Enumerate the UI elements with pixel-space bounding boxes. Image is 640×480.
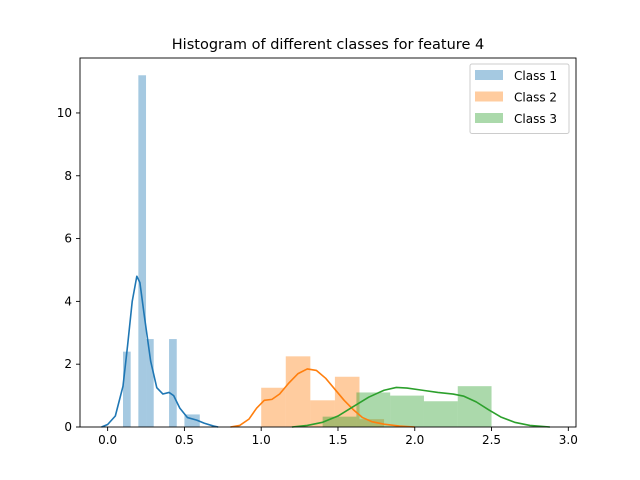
legend-label-class-3: Class 3	[514, 112, 557, 126]
y-tick-label: 0	[64, 420, 72, 434]
bar-class-1-bin-3	[146, 339, 154, 427]
kde-layer	[101, 275, 550, 428]
bar-class-3-bin-0	[322, 416, 357, 427]
kde-line-class-2	[230, 368, 415, 428]
bar-class-2-bin-4	[359, 419, 385, 427]
bar-class-2-bin-0	[261, 387, 286, 427]
chart-title: Histogram of different classes for featu…	[172, 37, 484, 53]
bar-class-3-bin-3	[423, 401, 458, 427]
bar-class-1-bin-2	[138, 75, 147, 428]
bar-class-2-bin-1	[285, 356, 311, 427]
x-tick-label: 3.0	[559, 433, 578, 447]
legend-box	[469, 63, 570, 134]
y-tick-label: 10	[57, 106, 72, 120]
x-tick-label: 2.5	[482, 433, 501, 447]
y-tick-label: 4	[64, 294, 72, 308]
y-tick-label: 2	[64, 357, 72, 371]
x-tick-label: 1.0	[252, 433, 271, 447]
y-tick-label: 6	[64, 232, 72, 246]
bar-class-2-bin-3	[334, 376, 360, 427]
legend-swatch-class-2	[475, 91, 503, 102]
bars-layer	[123, 75, 492, 428]
legend-label-class-2: Class 2	[514, 91, 557, 105]
y-tick-label: 8	[64, 169, 72, 183]
plot-frame	[79, 57, 577, 428]
x-tick-label: 0.0	[98, 433, 117, 447]
x-tick-label: 2.0	[405, 433, 424, 447]
legend: Class 1 Class 2 Class 3	[469, 63, 570, 134]
bar-class-3-bin-4	[457, 386, 492, 427]
legend-swatch-class-1	[475, 70, 503, 80]
bar-class-1-bin-0	[123, 351, 131, 427]
bar-class-3-bin-2	[390, 395, 424, 427]
kde-line-class-3	[291, 386, 550, 428]
x-tick-label: 1.5	[328, 433, 347, 447]
bar-class-1-bin-6	[169, 339, 177, 427]
x-tick-label: 0.5	[175, 433, 194, 447]
kde-line-class-1	[101, 275, 219, 428]
legend-swatch-class-3	[475, 113, 503, 123]
axes-layer: 0.0 0.5 1.0 1.5 2.0 2.5 3.0 0 2 4 6 8 10	[57, 57, 578, 447]
legend-label-class-1: Class 1	[514, 69, 557, 83]
